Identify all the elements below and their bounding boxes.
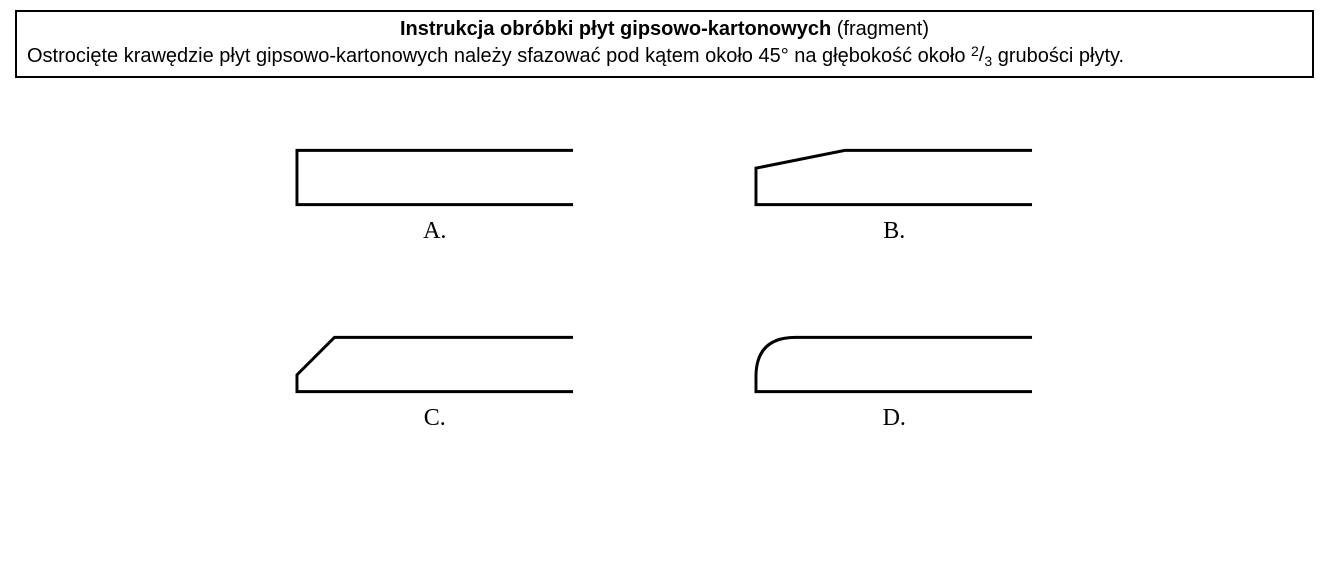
instruction-text-after: grubości płyty.: [992, 45, 1124, 67]
fraction-denominator: 3: [984, 54, 992, 68]
diagram-a-label: A.: [423, 218, 446, 245]
instruction-title-regular: (fragment): [837, 18, 929, 40]
diagram-a: A.: [275, 148, 595, 245]
diagram-d: D.: [735, 335, 1055, 432]
diagram-b: B.: [735, 148, 1055, 245]
diagram-b-svg: [754, 148, 1034, 208]
diagram-b-label: B.: [883, 218, 905, 245]
instruction-title: Instrukcja obróbki płyt gipsowo-kartonow…: [27, 18, 1302, 41]
instruction-box: Instrukcja obróbki płyt gipsowo-kartonow…: [15, 10, 1314, 78]
diagram-c: C.: [275, 335, 595, 432]
diagram-a-svg: [295, 148, 575, 208]
diagram-d-path: [756, 337, 1032, 391]
diagram-c-label: C.: [424, 405, 446, 432]
diagram-c-path: [297, 337, 573, 391]
diagram-b-path: [756, 150, 1032, 204]
diagrams-grid: A. B. C. D.: [15, 148, 1314, 432]
instruction-text: Ostrocięte krawędzie płyt gipsowo-karton…: [27, 43, 1302, 70]
diagram-c-svg: [295, 335, 575, 395]
diagram-d-svg: [754, 335, 1034, 395]
fraction: 2/3: [971, 45, 992, 65]
diagram-a-path: [297, 150, 573, 204]
instruction-text-before: Ostrocięte krawędzie płyt gipsowo-karton…: [27, 45, 971, 67]
diagram-d-label: D.: [883, 405, 906, 432]
fraction-numerator: 2: [971, 44, 979, 58]
instruction-title-bold: Instrukcja obróbki płyt gipsowo-kartonow…: [400, 18, 831, 40]
